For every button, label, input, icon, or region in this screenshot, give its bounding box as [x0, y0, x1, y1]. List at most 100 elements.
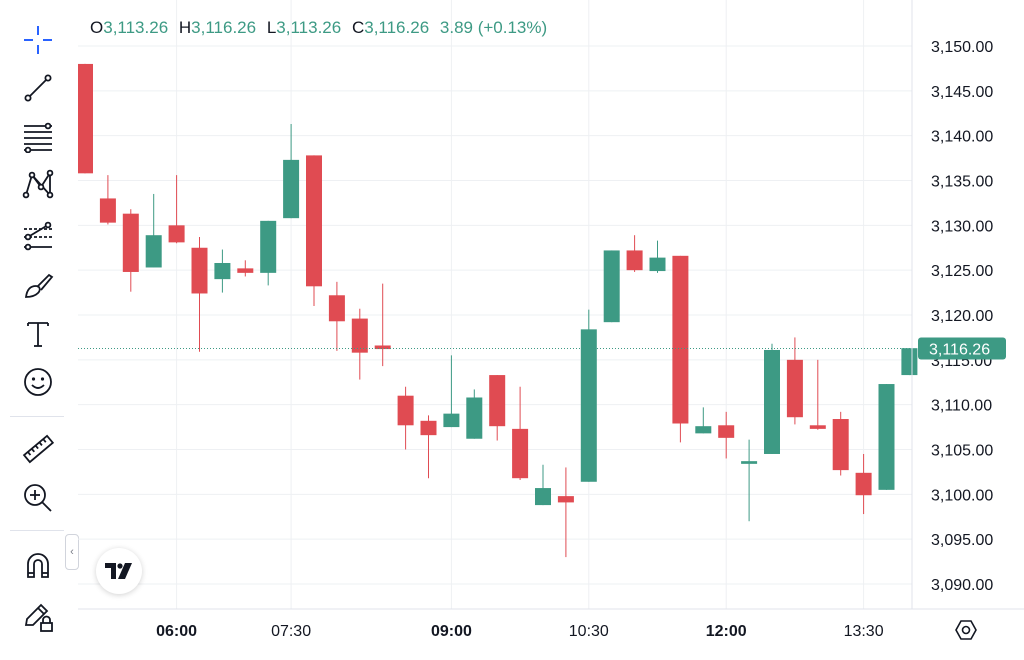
candle-body: [809, 425, 826, 429]
close-value: 3,116.26: [364, 18, 430, 37]
candle-body: [580, 329, 597, 482]
candle: [237, 260, 254, 277]
candle-body: [672, 255, 689, 424]
candle: [832, 411, 849, 476]
text-icon[interactable]: [14, 314, 62, 354]
open-label: O: [90, 18, 104, 37]
x-tick-label: 06:00: [156, 623, 197, 640]
candle-body: [786, 359, 803, 418]
low-label: L: [266, 18, 277, 37]
candle-body: [78, 63, 93, 174]
x-tick-label: 12:00: [706, 623, 747, 640]
candle: [328, 281, 345, 351]
candle: [489, 375, 506, 441]
axes: 3,150.00 3,145.00 3,140.00 3,135.00 3,130.00…: [78, 0, 1024, 640]
candle: [78, 63, 93, 174]
candle-body: [328, 295, 345, 322]
candle-body: [99, 198, 116, 223]
candle-body: [695, 426, 712, 434]
candle-body: [832, 419, 849, 471]
crosshair-icon[interactable]: [14, 20, 62, 60]
candle-body: [374, 345, 391, 350]
trend-line-icon[interactable]: [14, 68, 62, 108]
candle: [626, 235, 643, 272]
candle: [672, 255, 689, 443]
candle-body: [489, 375, 506, 427]
y-tick-label: 3,110.00: [931, 398, 992, 415]
candle-body: [603, 250, 620, 323]
y-tick-label: 3,140.00: [931, 129, 993, 146]
fib-retracement-icon[interactable]: [14, 116, 62, 156]
chart-area[interactable]: 3,150.00 3,145.00 3,140.00 3,135.00 3,130.00…: [78, 0, 1024, 660]
candle-body: [557, 496, 574, 503]
candle-body: [260, 220, 277, 273]
candle-body: [535, 488, 551, 506]
candle-body: [901, 348, 918, 376]
candle: [306, 155, 322, 307]
high-value: 3,116.26: [191, 18, 257, 37]
x-tick-label: 07:30: [271, 623, 311, 640]
y-tick-label: 3,125.00: [931, 263, 993, 280]
brush-icon[interactable]: [14, 266, 62, 306]
candle: [741, 439, 758, 522]
candle-body: [626, 250, 643, 271]
last-price-label: 3,116.26: [929, 342, 990, 359]
candle: [168, 175, 185, 244]
candle-body: [420, 420, 437, 436]
forecast-icon[interactable]: [14, 214, 62, 254]
y-tick-label: 3,100.00: [931, 487, 993, 504]
candle: [557, 467, 574, 558]
candle-body: [168, 225, 185, 243]
lock-drawings-icon[interactable]: [14, 596, 62, 636]
candle: [99, 175, 116, 225]
candle: [283, 124, 300, 219]
tradingview-logo[interactable]: [96, 548, 142, 594]
close-label: C: [351, 18, 365, 37]
chart-settings-icon[interactable]: [954, 618, 978, 642]
candle-body: [306, 155, 322, 287]
candle: [535, 464, 551, 506]
y-tick-label: 3,150.00: [931, 39, 993, 56]
candle-body: [443, 413, 460, 428]
grid: [78, 0, 912, 609]
candlestick-chart[interactable]: 3,150.00 3,145.00 3,140.00 3,135.00 3,130.00…: [78, 0, 1024, 660]
last-price-tag: [918, 337, 1006, 360]
change-value: 3.89 (+0.13%): [439, 18, 548, 37]
candle: [718, 411, 735, 459]
y-tick-label: 3,105.00: [931, 443, 993, 460]
ruler-icon[interactable]: [14, 430, 62, 470]
candle-body: [237, 268, 254, 273]
x-tick-label: 09:00: [431, 623, 472, 640]
candle: [145, 193, 162, 268]
candle: [420, 415, 437, 479]
zoom-in-icon[interactable]: [14, 478, 62, 518]
candle-body: [718, 425, 735, 438]
candle-body: [855, 472, 872, 496]
candle: [786, 337, 803, 425]
candle: [397, 386, 414, 450]
candle-body: [466, 397, 483, 439]
y-tick-label: 3,145.00: [931, 84, 993, 101]
candle-body: [397, 395, 414, 426]
emoji-icon[interactable]: [14, 362, 62, 402]
candle: [649, 240, 666, 273]
candle: [191, 236, 208, 352]
magnet-icon[interactable]: [14, 546, 62, 586]
tradingview-logo-icon: [105, 563, 132, 579]
candle: [351, 308, 368, 380]
x-tick-label: 13:30: [844, 623, 884, 640]
collapse-toolbar-button[interactable]: ‹: [65, 534, 79, 570]
candle: [122, 209, 139, 292]
pattern-icon[interactable]: [14, 164, 62, 204]
candle-body: [283, 159, 300, 219]
candle: [214, 249, 231, 293]
candle-body: [145, 235, 162, 268]
y-tick-label: 3,130.00: [931, 218, 993, 235]
candle: [809, 359, 826, 430]
candle-body: [214, 262, 231, 280]
ohlc-legend: O3,113.26 H3,116.26 L3,113.26 C3,116.26 …: [90, 18, 547, 38]
high-label: H: [178, 18, 192, 37]
candle-body: [191, 247, 208, 294]
candle: [901, 348, 918, 376]
candle-body: [764, 349, 780, 454]
